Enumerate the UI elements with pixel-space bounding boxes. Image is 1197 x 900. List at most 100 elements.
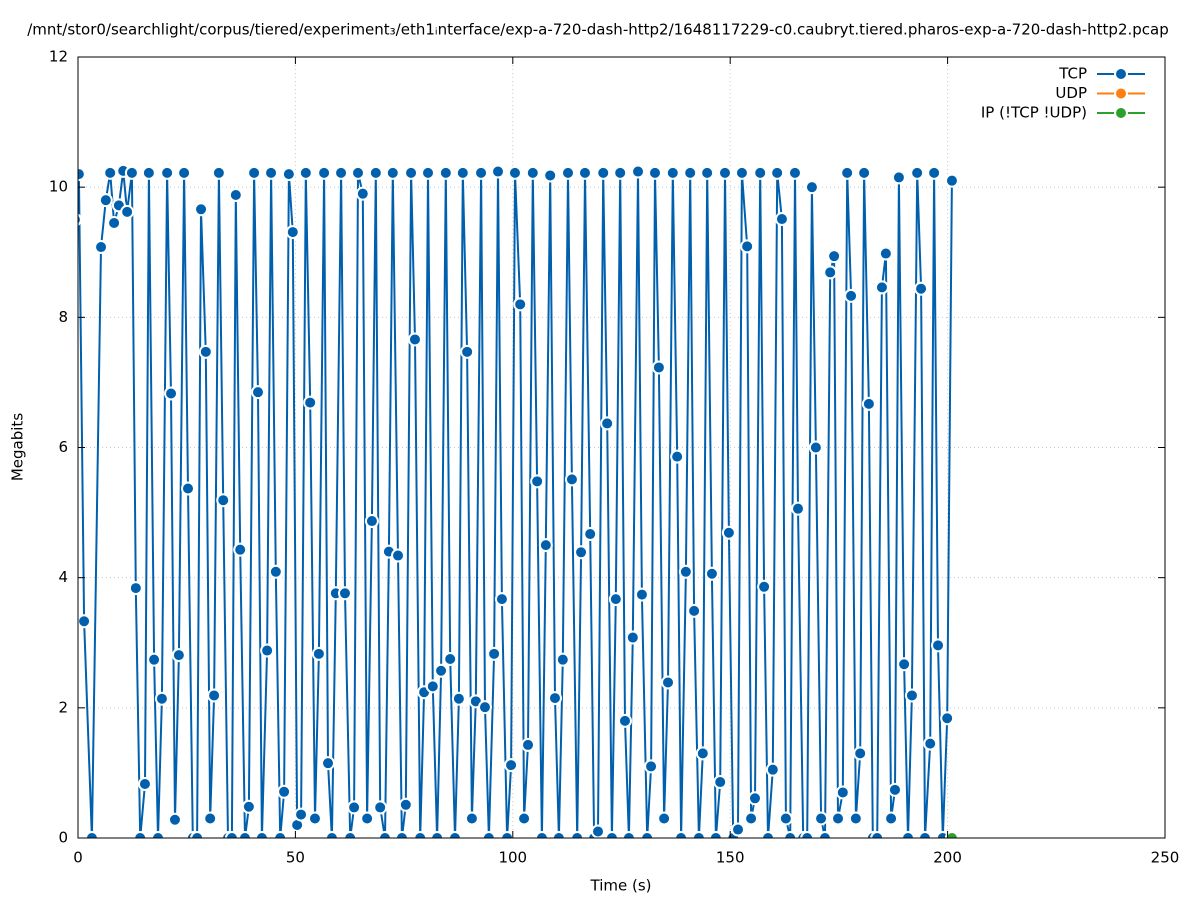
data-point (761, 831, 776, 838)
data-point (853, 746, 868, 761)
data-point (477, 700, 492, 715)
data-point (398, 797, 413, 812)
data-point (678, 564, 693, 579)
data-point (373, 800, 388, 815)
data-point (307, 811, 322, 826)
data-point (583, 527, 598, 542)
data-point (254, 831, 269, 838)
data-point (704, 566, 719, 581)
data-point (817, 831, 832, 838)
data-point (517, 811, 532, 826)
data-point (321, 756, 336, 771)
data-point (407, 332, 422, 347)
series-line (78, 170, 953, 838)
x-tick-label: 0 (73, 849, 83, 867)
data-point (555, 652, 570, 667)
data-point (835, 785, 850, 800)
data-point (281, 167, 296, 182)
data-point (207, 688, 222, 703)
data-point (78, 213, 82, 227)
data-point (770, 165, 785, 180)
data-point (944, 173, 959, 188)
data-point (757, 579, 772, 594)
data-point (574, 545, 589, 560)
data-point (124, 165, 139, 180)
data-point (160, 165, 175, 180)
x-tick-label: 200 (933, 849, 962, 867)
data-point (604, 831, 619, 838)
data-point (460, 344, 475, 359)
data-point (674, 831, 689, 838)
data-point (120, 204, 135, 219)
data-point (377, 831, 392, 838)
data-point (753, 165, 768, 180)
data-point (141, 165, 156, 180)
data-point (385, 165, 400, 180)
data-point (190, 831, 205, 838)
data-point (368, 165, 383, 180)
data-point (800, 831, 815, 838)
data-point (447, 831, 462, 838)
data-point (874, 280, 889, 295)
data-point (547, 691, 562, 706)
data-point (277, 784, 292, 799)
data-point (625, 630, 640, 645)
data-point (260, 643, 275, 658)
data-point (901, 831, 916, 838)
data-point (717, 165, 732, 180)
data-point (285, 225, 300, 240)
data-point (298, 165, 313, 180)
data-point (634, 587, 649, 602)
data-point (413, 831, 428, 838)
data-point (561, 165, 576, 180)
data-point (691, 831, 706, 838)
data-point (551, 831, 566, 838)
data-point (927, 165, 942, 180)
data-point (273, 831, 288, 838)
data-point (525, 165, 540, 180)
x-tick-label: 150 (716, 849, 745, 867)
data-point (814, 811, 829, 826)
legend-label: UDP (1055, 84, 1087, 102)
data-point (657, 811, 672, 826)
data-point (857, 165, 872, 180)
data-point (464, 811, 479, 826)
data-point (317, 165, 332, 180)
data-point (910, 165, 925, 180)
data-point (347, 800, 362, 815)
y-axis-label: Megabits (9, 413, 27, 481)
data-point (351, 165, 366, 180)
data-point (474, 165, 489, 180)
y-tick-label: 10 (49, 178, 68, 196)
data-point (494, 592, 509, 607)
data-point (154, 691, 169, 706)
data-point (931, 638, 946, 653)
data-point (904, 688, 919, 703)
data-point (247, 165, 262, 180)
x-tick-label: 250 (1151, 849, 1180, 867)
data-point (264, 165, 279, 180)
data-point (504, 758, 519, 773)
data-point (137, 776, 152, 791)
data-point (84, 831, 99, 838)
data-point (570, 831, 585, 838)
data-point (311, 646, 326, 661)
data-point (887, 782, 902, 797)
data-point (640, 831, 655, 838)
data-point (228, 187, 243, 202)
data-point (237, 831, 252, 838)
data-point (870, 831, 885, 838)
data-point (394, 831, 409, 838)
data-point (731, 822, 746, 837)
x-axis-label: Time (s) (590, 877, 652, 895)
data-point (708, 831, 723, 838)
data-point (897, 657, 912, 672)
data-point (530, 474, 545, 489)
data-point (355, 186, 370, 201)
legend-label: IP (!TCP !UDP) (981, 104, 1087, 122)
data-point (107, 215, 122, 230)
data-point (360, 811, 375, 826)
data-point (591, 824, 606, 838)
data-point (324, 831, 339, 838)
